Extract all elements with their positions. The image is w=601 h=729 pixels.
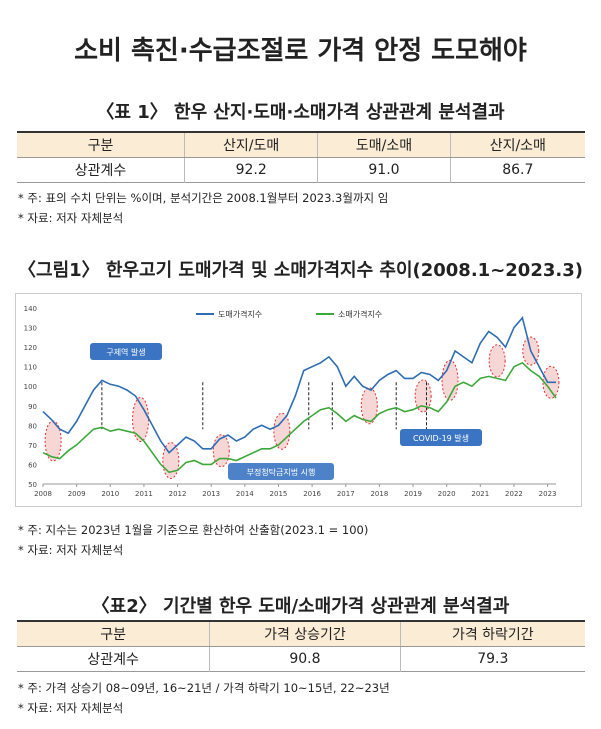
table-cell: 구분 — [17, 132, 185, 158]
x-tick-label: 2011 — [135, 490, 153, 498]
table-cell: 상관계수 — [74, 163, 127, 179]
x-tick-label: 2019 — [404, 490, 422, 498]
x-tick-label: 2018 — [370, 490, 388, 498]
highlight — [414, 379, 432, 413]
highlight — [360, 387, 378, 425]
note: * 자료: 저자 자체분석 — [18, 543, 124, 557]
highlight — [488, 344, 506, 378]
y-tick-label: 130 — [24, 325, 37, 333]
y-tick-label: 70 — [28, 442, 37, 450]
highlight — [273, 412, 291, 450]
x-tick-label: 2010 — [101, 490, 119, 498]
table-cell: 91.0 — [317, 157, 451, 183]
table-cell: 가격 상승기간 — [209, 621, 401, 647]
table-cell: 도매/소매 — [317, 132, 451, 158]
y-tick-label: 110 — [24, 364, 37, 372]
table-row: 구분 산지/도매 도매/소매 산지/소매 — [17, 132, 585, 158]
chart: 50 60 70 80 90 100 110 120 130 140 2008 2009 2010 201… — [15, 293, 582, 507]
note: * 주: 표의 수치 단위는 %이며, 분석기간은 2008.1월부터 2023… — [18, 191, 389, 205]
x-tick-label: 2014 — [236, 490, 254, 498]
table-cell: 구분 — [17, 621, 210, 647]
table-cell: 86.7 — [449, 157, 585, 183]
x-tick-label: 2009 — [68, 490, 86, 498]
note: * 주: 지수는 2023년 1월을 기준으로 환산하여 산출함(2023.1 … — [18, 523, 369, 537]
table-title: 〈표2〉 기간별 한우 도매/소매가격 상관관계 분석결과 — [91, 596, 510, 617]
series-line — [42, 361, 557, 474]
note: * 자료: 저자 자체분석 — [18, 211, 124, 225]
x-tick-label: 2015 — [270, 490, 288, 498]
annotation-box — [400, 429, 482, 446]
annotation-box — [228, 463, 334, 480]
y-tick-label: 120 — [24, 344, 37, 352]
table-cell: 가격 하락기간 — [399, 621, 585, 647]
x-tick-label: 2008 — [34, 490, 52, 498]
table-row: 구분 가격 상승기간 가격 하락기간 — [17, 621, 585, 647]
x-tick-label: 2020 — [438, 490, 456, 498]
table-cell: 92.2 — [183, 157, 318, 183]
table-row: 상관계수 92.2 91.0 86.7 — [17, 157, 585, 183]
legend-label: 도매가격지수 — [218, 309, 262, 319]
x-tick-label: 2012 — [169, 490, 187, 498]
series-line — [42, 316, 556, 454]
x-tick-label: 2022 — [505, 490, 523, 498]
y-tick-label: 80 — [28, 422, 37, 430]
table-title: 〈표 1〉 한우 산지·도매·소매가격 상관관계 분석결과 — [96, 102, 505, 123]
y-tick-label: 100 — [24, 383, 37, 391]
y-tick-label: 50 — [28, 481, 37, 489]
annotation: COVID-19 발생 — [413, 433, 469, 443]
note: * 주: 가격 상승기 08~09년, 16~21년 / 가격 하락기 10~1… — [18, 681, 390, 695]
x-tick-label: 2013 — [202, 490, 220, 498]
page-title: 소비 촉진·수급조절로 가격 안정 도모해야 — [74, 36, 527, 66]
x-tick-label: 2017 — [337, 490, 355, 498]
y-tick-label: 60 — [28, 461, 37, 469]
note: * 자료: 저자 자체분석 — [18, 701, 124, 715]
annotation: 구제역 발생 — [106, 347, 145, 357]
y-tick-label: 140 — [24, 305, 37, 313]
y-tick-label: 90 — [28, 403, 37, 411]
table-cell: 79.3 — [399, 646, 585, 672]
legend-label: 소매가격지수 — [338, 309, 382, 319]
annotation: 부정청탁금지법 시행 — [247, 467, 316, 477]
table-row: 상관계수 90.8 79.3 — [17, 646, 585, 672]
table-cell: 90.8 — [209, 646, 401, 672]
figure-title: 〈그림1〉 한우고기 도매가격 및 소매가격지수 추이(2008.1~2023.… — [18, 260, 583, 281]
table-cell: 산지/도매 — [183, 132, 318, 158]
annotation-box — [90, 343, 162, 360]
highlight — [132, 396, 150, 442]
x-tick-label: 2023 — [539, 490, 557, 498]
x-tick-label: 2016 — [303, 490, 321, 498]
table-cell: 상관계수 — [87, 652, 139, 668]
x-tick-label: 2021 — [471, 490, 489, 498]
table-cell: 산지/소매 — [449, 132, 585, 158]
